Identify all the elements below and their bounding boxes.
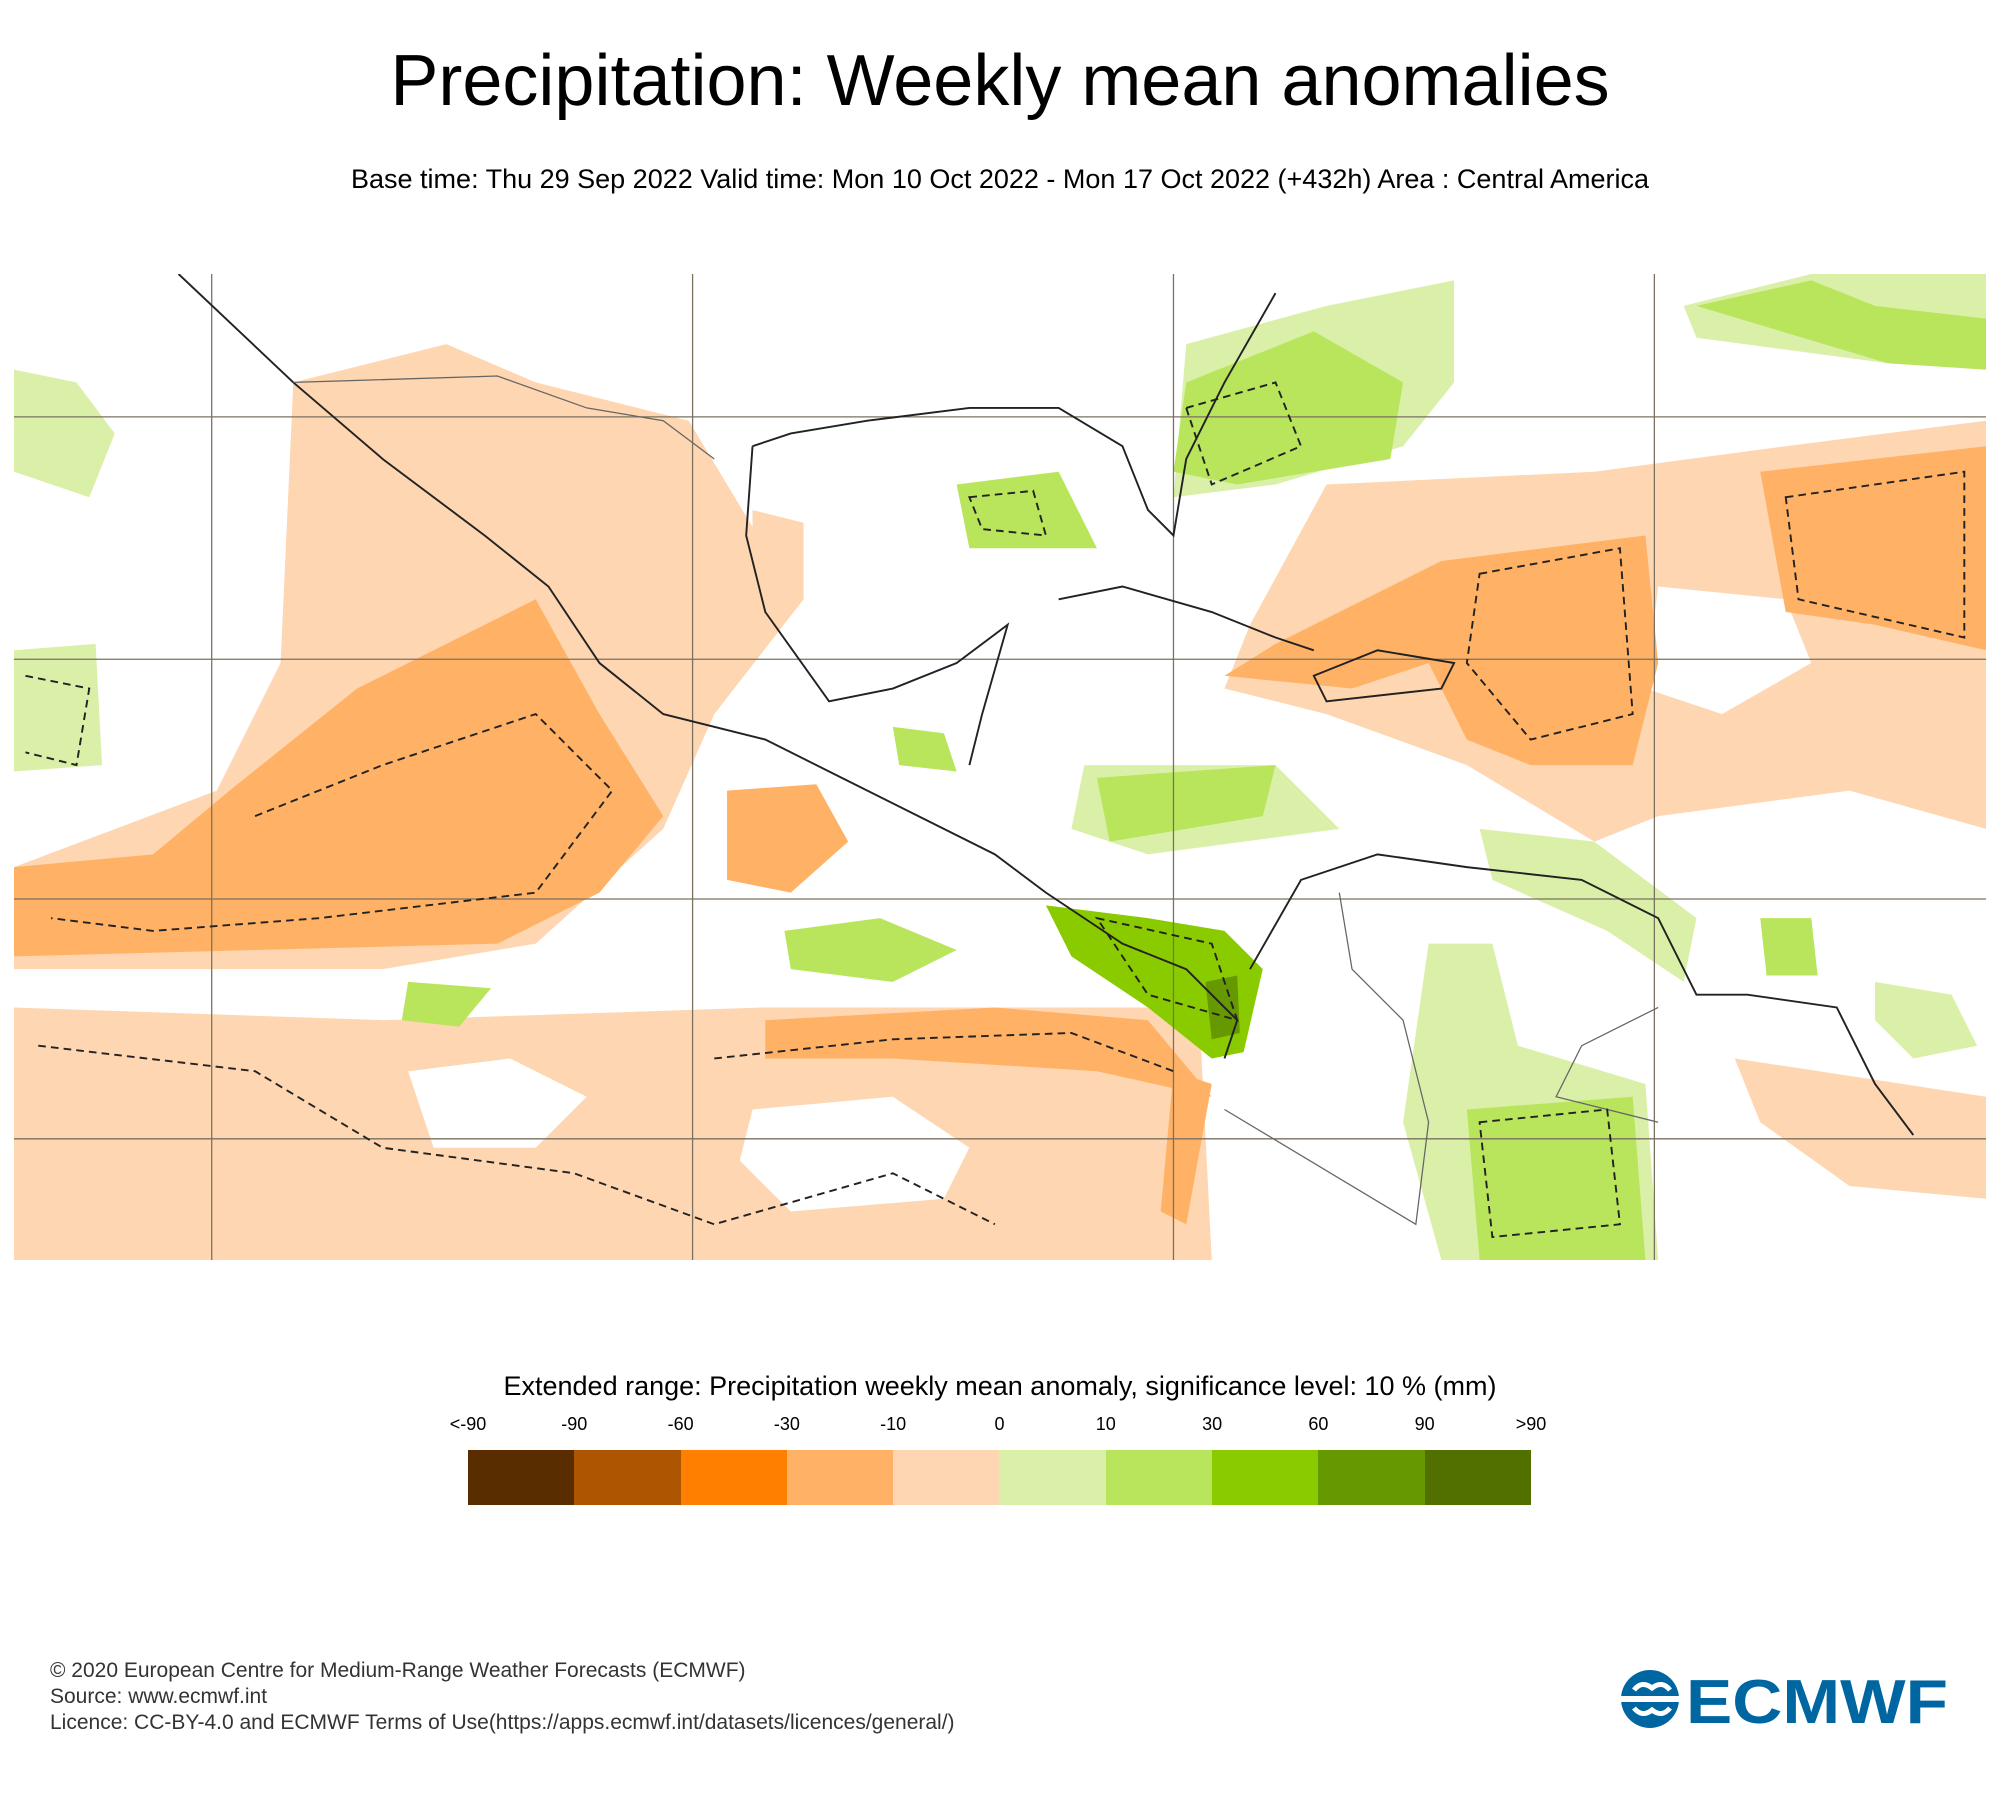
legend-label: 0 — [994, 1414, 1005, 1434]
bright-green-region — [1045, 905, 1263, 1059]
legend-labels: <-90 -90 -60 -30 -10 0 10 30 60 90 >90 — [450, 1414, 1547, 1436]
white-holes — [408, 586, 1812, 1212]
legend-swatch — [574, 1450, 681, 1505]
svg-text:ECMWF: ECMWF — [1686, 1668, 1948, 1730]
grid-lines — [14, 274, 1986, 1260]
legend-label: -10 — [880, 1414, 907, 1434]
legend-colorbar — [468, 1450, 1531, 1505]
significance-contours — [25, 381, 1966, 1239]
legend-swatch — [893, 1450, 1000, 1505]
legend-swatch — [1212, 1450, 1319, 1505]
legend-label: -90 — [561, 1414, 588, 1434]
legend-swatch — [1105, 1450, 1213, 1505]
legend-label: -30 — [773, 1414, 800, 1434]
ecmwf-logo: ECMWF — [1620, 1668, 1948, 1730]
licence-text: Licence: CC-BY-4.0 and ECMWF Terms of Us… — [50, 1711, 955, 1734]
legend-label: >90 — [1515, 1414, 1547, 1434]
footer: © 2020 European Centre for Medium-Range … — [50, 1658, 955, 1736]
legend-swatch — [1424, 1450, 1531, 1505]
anomaly-map — [14, 274, 1986, 1260]
legend-label: 60 — [1308, 1414, 1329, 1434]
medium-orange-regions — [14, 446, 1986, 1225]
coastlines — [177, 274, 1915, 1136]
chart-subtitle: Base time: Thu 29 Sep 2022 Valid time: M… — [351, 164, 1649, 194]
legend-label: 10 — [1095, 1414, 1116, 1434]
legend-swatch — [468, 1450, 575, 1505]
legend-label: 30 — [1202, 1414, 1223, 1434]
dark-green-region — [1205, 975, 1240, 1040]
legend-title: Extended range: Precipitation weekly mea… — [503, 1371, 1497, 1401]
copyright-text: © 2020 European Centre for Medium-Range … — [50, 1659, 746, 1682]
legend-label: -60 — [667, 1414, 694, 1434]
legend-swatch — [786, 1450, 894, 1505]
chart-title: Precipitation: Weekly mean anomalies — [390, 41, 1610, 121]
legend-swatch — [999, 1450, 1106, 1505]
legend-swatch — [1318, 1450, 1425, 1505]
source-text: Source: www.ecmwf.int — [50, 1685, 268, 1708]
legend-swatch — [680, 1450, 787, 1505]
legend-label: <-90 — [449, 1414, 487, 1434]
legend-label: 90 — [1414, 1414, 1435, 1434]
